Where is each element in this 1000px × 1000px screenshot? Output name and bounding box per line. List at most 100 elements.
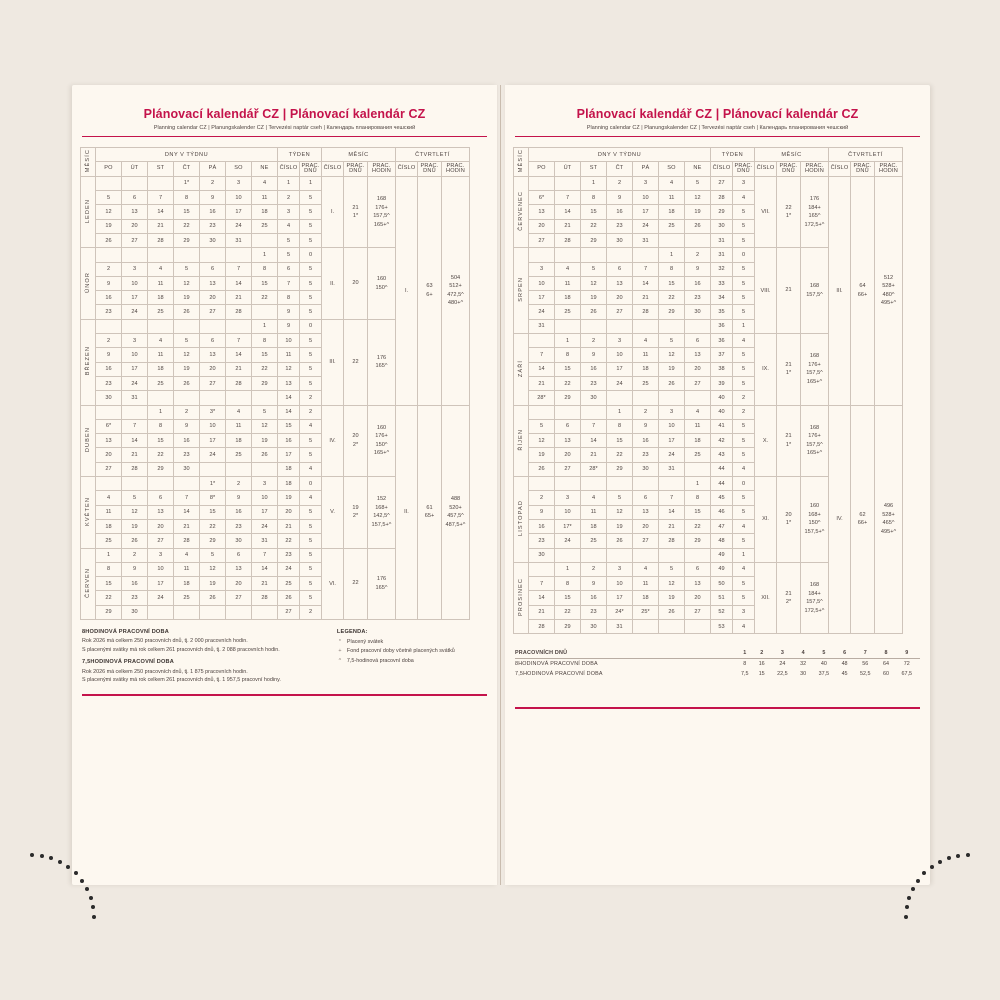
- day-cell[interactable]: 21: [225, 361, 252, 377]
- day-cell[interactable]: 23: [684, 290, 711, 306]
- day-cell[interactable]: 6*: [528, 190, 555, 206]
- day-cell[interactable]: 15: [251, 275, 278, 292]
- day-cell[interactable]: 14: [528, 361, 555, 377]
- day-cell[interactable]: 29: [554, 390, 581, 406]
- day-cell[interactable]: 15: [658, 275, 685, 292]
- day-cell[interactable]: 12: [606, 504, 633, 520]
- day-cell[interactable]: 20: [632, 518, 659, 535]
- day-cell[interactable]: 10: [121, 275, 148, 292]
- day-cell[interactable]: 1: [251, 318, 278, 335]
- day-cell[interactable]: 20: [121, 218, 148, 234]
- day-cell[interactable]: 2: [684, 247, 711, 263]
- day-cell[interactable]: 6: [199, 333, 226, 349]
- day-cell[interactable]: 9: [173, 418, 200, 435]
- day-cell[interactable]: 22: [580, 218, 607, 234]
- day-cell[interactable]: 6: [225, 547, 252, 563]
- day-cell[interactable]: 6: [606, 261, 633, 277]
- day-cell[interactable]: 30: [632, 461, 659, 478]
- day-cell[interactable]: 20: [684, 590, 711, 606]
- day-cell[interactable]: 18: [173, 576, 200, 592]
- day-cell[interactable]: 14: [580, 433, 607, 449]
- day-cell[interactable]: 17: [606, 590, 633, 606]
- day-cell[interactable]: 18: [554, 290, 581, 306]
- day-cell[interactable]: 26: [528, 461, 555, 478]
- day-cell[interactable]: 8: [95, 561, 122, 578]
- day-cell[interactable]: 22: [554, 604, 581, 620]
- day-cell[interactable]: 21: [173, 518, 200, 535]
- day-cell[interactable]: 8: [554, 576, 581, 592]
- day-cell[interactable]: 11: [147, 347, 174, 363]
- day-cell[interactable]: 24: [658, 447, 685, 463]
- day-cell[interactable]: 17: [199, 433, 226, 449]
- day-cell[interactable]: 16: [580, 590, 607, 606]
- day-cell[interactable]: 13: [121, 204, 148, 220]
- day-cell[interactable]: 20: [606, 290, 633, 306]
- day-cell[interactable]: 27: [199, 375, 226, 392]
- day-cell[interactable]: 11: [580, 504, 607, 520]
- day-cell[interactable]: 3: [147, 547, 174, 563]
- day-cell[interactable]: 16: [580, 361, 607, 377]
- day-cell[interactable]: 20: [95, 447, 122, 463]
- day-cell[interactable]: 19: [684, 204, 711, 220]
- day-cell[interactable]: 19: [121, 518, 148, 535]
- day-cell[interactable]: 15: [199, 504, 226, 520]
- day-cell[interactable]: 10: [606, 576, 633, 592]
- day-cell[interactable]: 7: [632, 261, 659, 277]
- day-cell[interactable]: 28: [251, 590, 278, 606]
- day-cell[interactable]: 29: [147, 461, 174, 478]
- day-cell[interactable]: 25: [684, 447, 711, 463]
- day-cell[interactable]: 30: [606, 232, 633, 249]
- day-cell[interactable]: 27: [121, 232, 148, 249]
- day-cell[interactable]: 25: [147, 304, 174, 320]
- day-cell[interactable]: 26: [658, 604, 685, 620]
- day-cell[interactable]: 20: [199, 290, 226, 306]
- day-cell[interactable]: 5: [606, 490, 633, 506]
- day-cell[interactable]: 17: [225, 204, 252, 220]
- day-cell[interactable]: 1: [684, 476, 711, 492]
- day-cell[interactable]: 4: [658, 175, 685, 192]
- day-cell[interactable]: 13: [606, 275, 633, 292]
- day-cell[interactable]: 14: [658, 504, 685, 520]
- day-cell[interactable]: 13: [554, 433, 581, 449]
- day-cell[interactable]: 13: [684, 576, 711, 592]
- day-cell[interactable]: 28*: [580, 461, 607, 478]
- day-cell[interactable]: 13: [199, 347, 226, 363]
- day-cell[interactable]: 19: [658, 361, 685, 377]
- day-cell[interactable]: 30: [173, 461, 200, 478]
- day-cell[interactable]: 27: [684, 375, 711, 392]
- day-cell[interactable]: 26: [121, 533, 148, 549]
- day-cell[interactable]: 30: [580, 618, 607, 635]
- day-cell[interactable]: 27: [632, 533, 659, 549]
- day-cell[interactable]: 30: [121, 604, 148, 620]
- day-cell[interactable]: 11: [147, 275, 174, 292]
- day-cell[interactable]: 15: [580, 204, 607, 220]
- day-cell[interactable]: 4: [173, 547, 200, 563]
- day-cell[interactable]: 4: [632, 333, 659, 349]
- day-cell[interactable]: 5: [658, 561, 685, 578]
- day-cell[interactable]: 21: [147, 218, 174, 234]
- day-cell[interactable]: 25: [658, 218, 685, 234]
- day-cell[interactable]: 11: [554, 275, 581, 292]
- day-cell[interactable]: 10: [199, 418, 226, 435]
- day-cell[interactable]: 10: [147, 561, 174, 578]
- day-cell[interactable]: 15: [684, 504, 711, 520]
- day-cell[interactable]: 24: [121, 375, 148, 392]
- day-cell[interactable]: 14: [225, 347, 252, 363]
- day-cell[interactable]: 8: [658, 261, 685, 277]
- day-cell[interactable]: 26: [251, 447, 278, 463]
- day-cell[interactable]: 31: [528, 318, 555, 335]
- day-cell[interactable]: 9: [121, 561, 148, 578]
- day-cell[interactable]: 9: [199, 190, 226, 206]
- day-cell[interactable]: 10: [658, 418, 685, 435]
- day-cell[interactable]: 13: [528, 204, 555, 220]
- day-cell[interactable]: 22: [684, 518, 711, 535]
- day-cell[interactable]: 4: [632, 561, 659, 578]
- day-cell[interactable]: 10: [225, 190, 252, 206]
- day-cell[interactable]: 29: [199, 533, 226, 549]
- day-cell[interactable]: 23: [121, 590, 148, 606]
- day-cell[interactable]: 28: [147, 232, 174, 249]
- day-cell[interactable]: 12: [95, 204, 122, 220]
- day-cell[interactable]: 8: [554, 347, 581, 363]
- day-cell[interactable]: 2: [528, 490, 555, 506]
- day-cell[interactable]: 12: [173, 347, 200, 363]
